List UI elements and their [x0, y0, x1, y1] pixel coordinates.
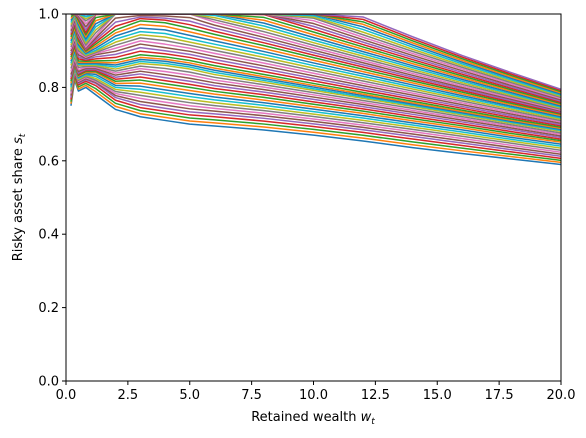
series-line	[70, 65, 561, 145]
series-line	[70, 14, 561, 102]
series-line	[70, 14, 561, 98]
series-line	[70, 23, 561, 117]
x-tick-label: 12.5	[361, 388, 390, 403]
series-line	[70, 57, 561, 136]
series-line	[70, 14, 561, 90]
series-line	[70, 63, 561, 142]
series-line	[70, 73, 561, 160]
series-line	[70, 77, 561, 164]
series-line	[70, 41, 561, 126]
series-line	[70, 14, 561, 100]
series-line	[70, 55, 561, 134]
series-line	[70, 14, 561, 108]
series-line	[70, 14, 561, 101]
series-line	[70, 43, 561, 127]
y-tick-label: 0.0	[38, 375, 59, 390]
x-tick-label: 5.0	[179, 388, 200, 403]
series-line	[70, 61, 561, 139]
x-tick-label: 0.0	[56, 388, 77, 403]
series-line	[70, 14, 561, 99]
x-tick-label: 7.5	[241, 388, 262, 403]
series-line	[70, 14, 561, 105]
y-tick-label: 0.2	[38, 301, 59, 316]
series-line	[70, 14, 561, 109]
x-tick-label: 15.0	[423, 388, 452, 403]
series-line	[70, 68, 561, 151]
series-line	[70, 14, 561, 106]
series-line	[70, 69, 561, 153]
series-layer	[70, 14, 561, 166]
series-line	[70, 67, 561, 149]
series-line	[70, 14, 561, 107]
series-line	[70, 33, 561, 121]
series-line	[70, 70, 561, 156]
y-tick-label: 0.6	[38, 154, 59, 169]
series-line	[70, 51, 561, 132]
series-line	[70, 49, 561, 131]
x-tick-label: 17.5	[485, 388, 514, 403]
series-line	[70, 79, 561, 166]
y-tick-label: 1.0	[38, 8, 59, 23]
y-axis: 0.0 0.2 0.4 0.6 0.8 1.0	[38, 8, 66, 390]
series-line	[70, 14, 561, 94]
series-line	[70, 75, 561, 162]
series-line	[70, 30, 561, 119]
y-tick-label: 0.8	[38, 81, 59, 96]
series-line	[70, 27, 561, 118]
series-line	[70, 45, 561, 128]
series-line	[70, 14, 561, 93]
x-tick-label: 20.0	[547, 388, 576, 403]
series-line	[70, 14, 561, 111]
x-axis: 0.0 2.5 5.0 7.5 10.0 12.5 15.0 17.5 20.0	[56, 381, 576, 403]
series-line	[70, 59, 561, 137]
series-line	[70, 39, 561, 124]
series-line	[70, 14, 561, 92]
series-line	[70, 66, 561, 147]
y-tick-label: 0.4	[38, 228, 59, 243]
series-line	[70, 47, 561, 130]
series-line	[70, 37, 561, 123]
series-line	[70, 64, 561, 143]
x-tick-label: 2.5	[118, 388, 139, 403]
y-axis-label: Risky asset share st	[11, 133, 28, 261]
series-line	[70, 71, 561, 158]
series-line	[70, 14, 561, 96]
series-line	[70, 14, 561, 104]
series-line	[70, 62, 561, 140]
series-line	[70, 14, 561, 110]
series-line	[70, 35, 561, 122]
x-tick-label: 10.0	[299, 388, 328, 403]
series-line	[70, 53, 561, 133]
x-axis-label: Retained wealth wt	[251, 410, 375, 427]
